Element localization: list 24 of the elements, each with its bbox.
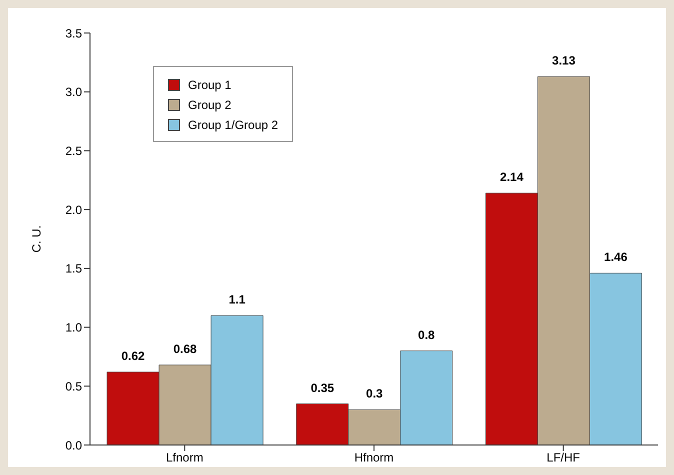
data-label: 3.13	[552, 54, 576, 68]
y-tick-label: 0.0	[65, 438, 82, 452]
y-tick-label: 1.5	[65, 262, 82, 276]
y-tick-label: 1.0	[65, 320, 82, 335]
legend-label: Group 1	[188, 77, 232, 94]
data-label: 2.14	[500, 170, 524, 184]
data-label: 0.8	[418, 328, 436, 342]
data-label: 0.35	[310, 380, 334, 395]
x-tick-label: LF/HF	[546, 450, 580, 465]
y-tick-label: 2.0	[65, 202, 82, 217]
data-label: 1.1	[228, 292, 246, 307]
data-label: 1.46	[604, 250, 628, 264]
x-tick-label: Lfnorm	[166, 450, 204, 465]
y-tick-label: 0.5	[65, 379, 82, 394]
y-tick-label: 2.5	[65, 144, 82, 158]
legend-label: Group 2	[188, 97, 232, 114]
y-tick-label: 3.5	[65, 26, 82, 40]
y-axis-title: C. U.	[29, 225, 44, 253]
data-label: 0.3	[366, 386, 384, 401]
data-label: 0.68	[173, 342, 198, 356]
x-tick-label: Hfnorm	[354, 450, 394, 465]
data-label: 0.62	[121, 349, 146, 364]
legend-label: Group 1/Group 2	[188, 117, 278, 134]
y-tick-label: 3.0	[65, 85, 82, 100]
